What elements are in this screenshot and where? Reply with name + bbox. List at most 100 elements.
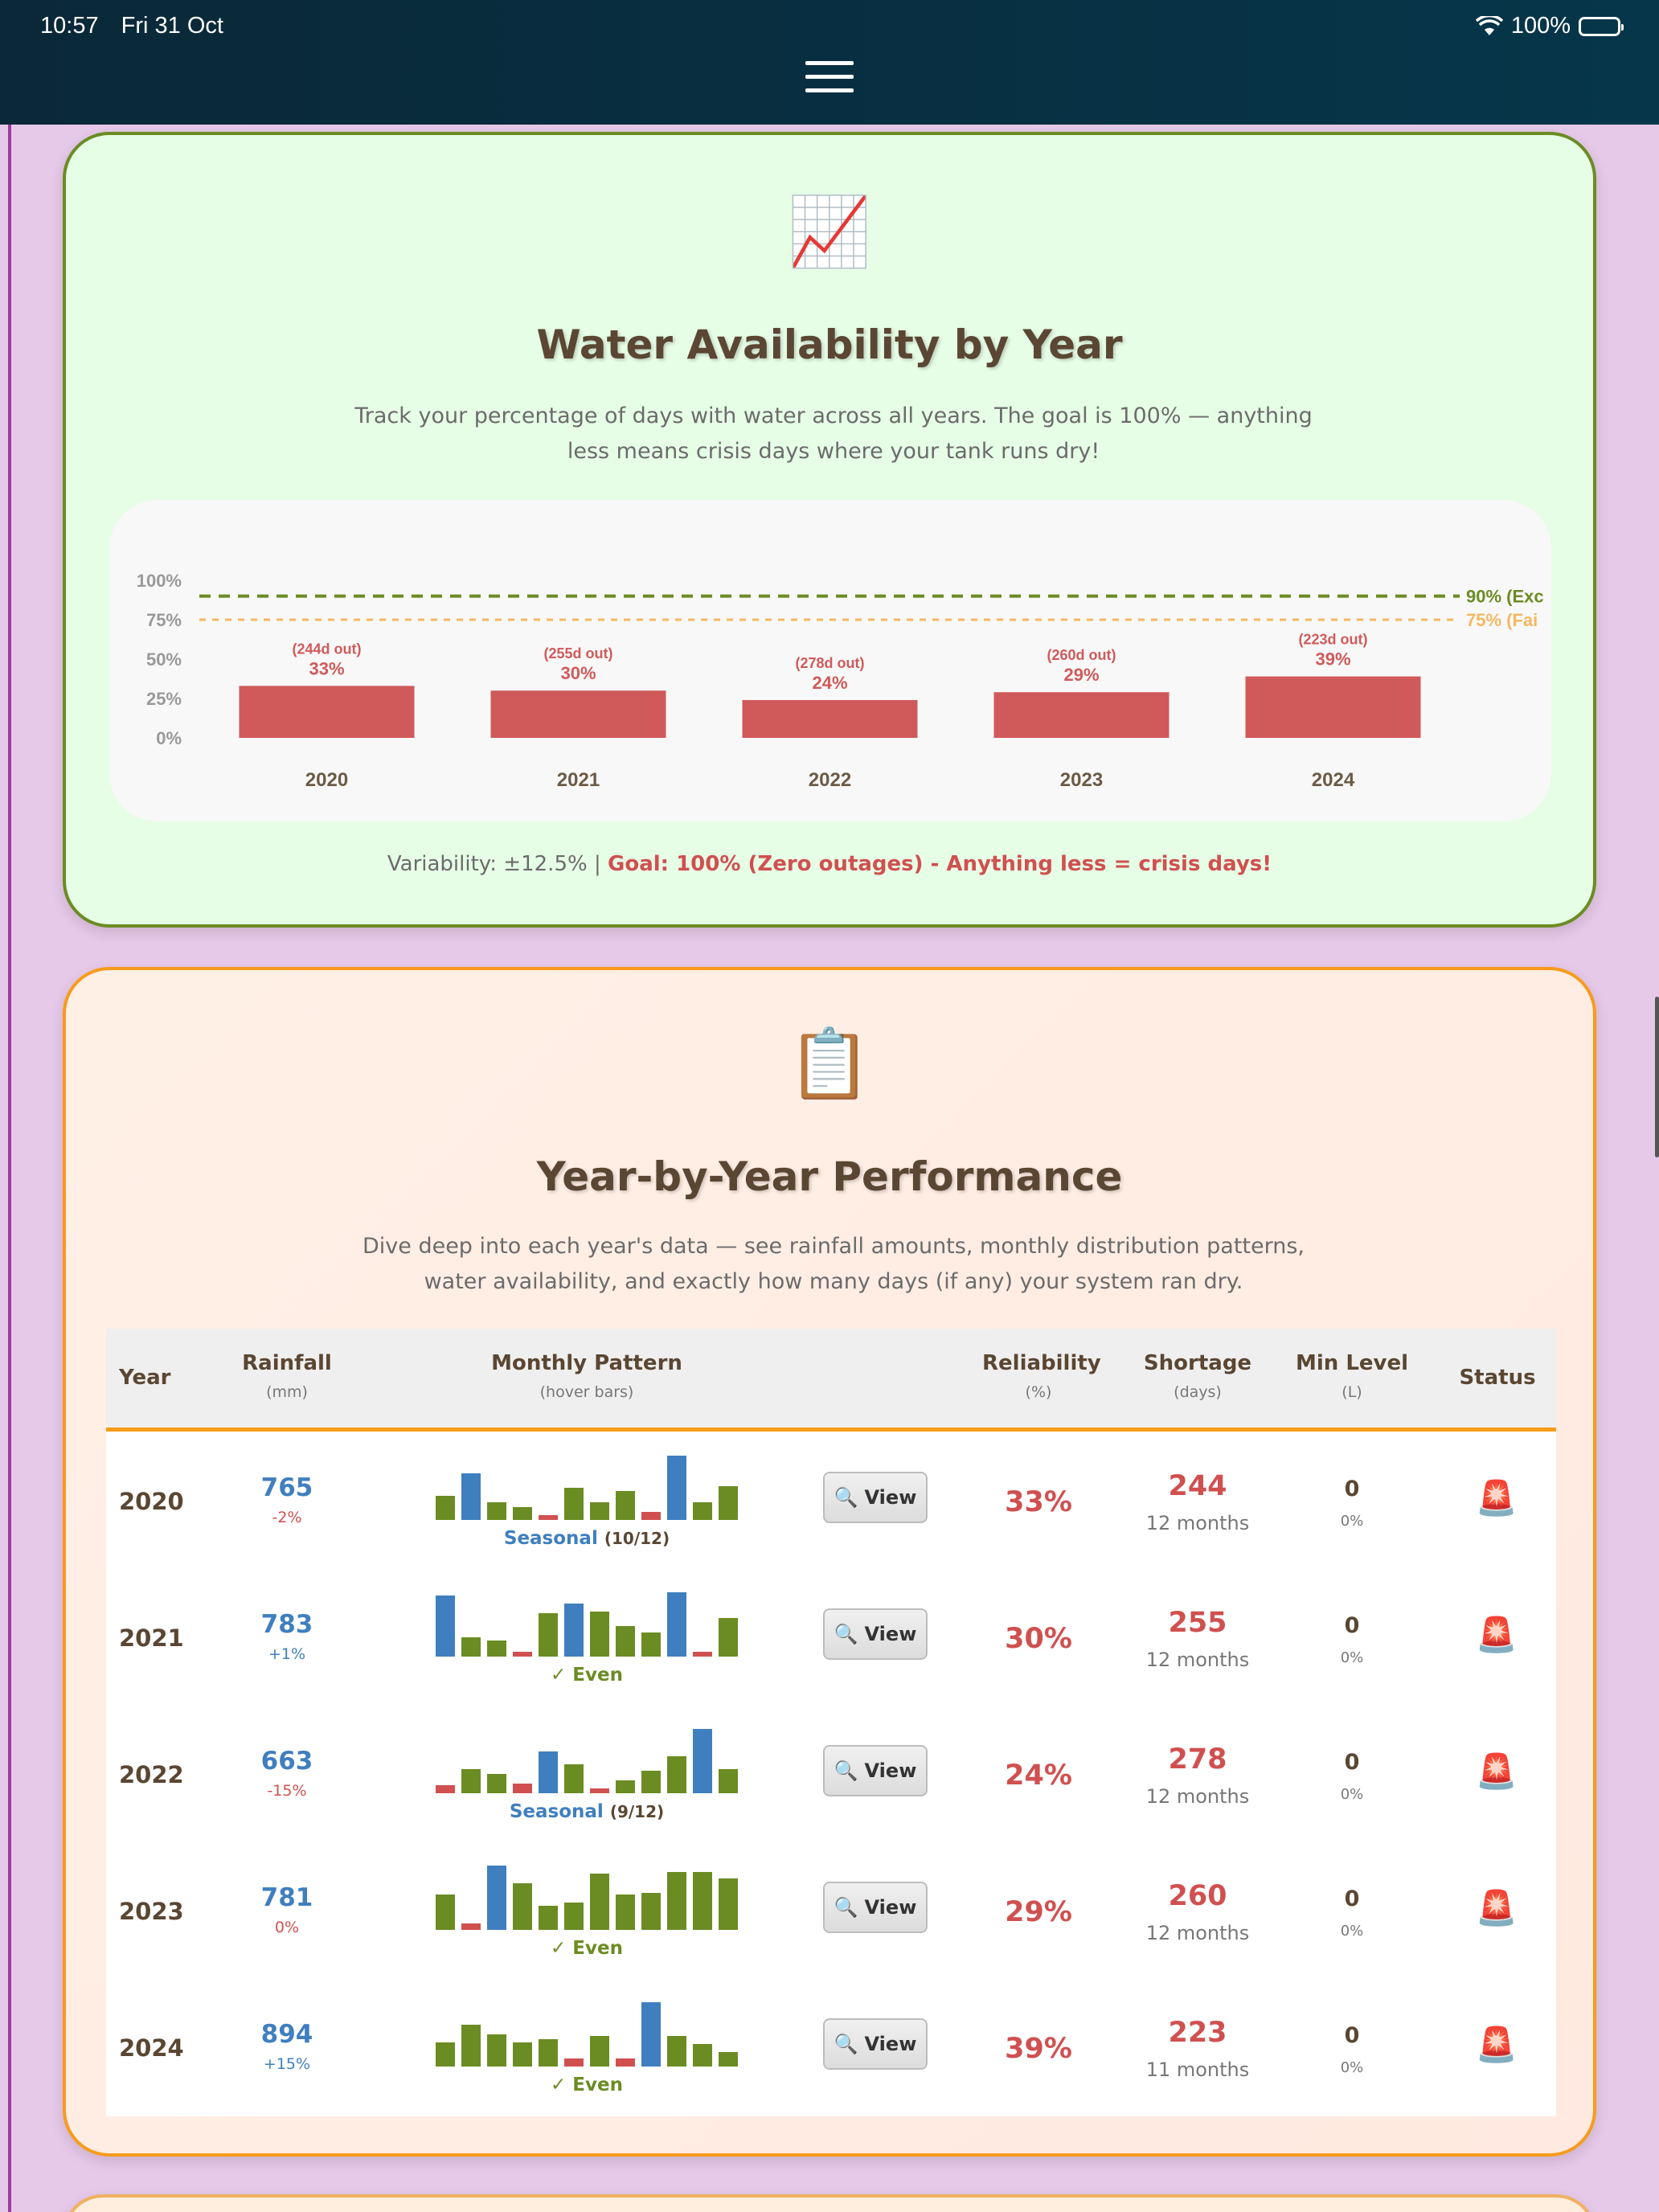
- status-date: Fri 31 Oct: [121, 13, 223, 39]
- month-bar[interactable]: [564, 2058, 584, 2067]
- magnifier-icon: 🔍: [834, 1759, 858, 1782]
- bar: [993, 692, 1169, 738]
- month-bar[interactable]: [436, 1496, 455, 1520]
- month-bar[interactable]: [461, 1923, 481, 1930]
- min-level-percent: 0%: [1340, 2059, 1364, 2076]
- min-level-percent: 0%: [1340, 1513, 1364, 1530]
- view-button[interactable]: 🔍 View: [823, 1472, 928, 1523]
- month-bar[interactable]: [719, 2052, 738, 2067]
- month-bar[interactable]: [616, 1780, 635, 1793]
- alarm-icon: 🚨: [1475, 2025, 1518, 2064]
- row-min-level: 0 0%: [1312, 1750, 1392, 1803]
- month-bar[interactable]: [641, 1771, 661, 1793]
- month-bar[interactable]: [693, 1729, 712, 1793]
- month-bar[interactable]: [693, 1502, 712, 1520]
- shortage-months: 11 months: [1145, 2058, 1250, 2081]
- month-bar[interactable]: [719, 1769, 738, 1793]
- month-bar[interactable]: [564, 1764, 584, 1793]
- month-bar[interactable]: [693, 2044, 712, 2067]
- month-bar[interactable]: [513, 1883, 532, 1930]
- rainfall-change: +1%: [268, 1645, 306, 1663]
- row-rainfall: 765 -2%: [243, 1473, 331, 1526]
- month-bar[interactable]: [461, 2025, 481, 2067]
- hamburger-menu-icon[interactable]: [805, 61, 854, 95]
- magnifier-icon: 🔍: [834, 1896, 858, 1919]
- view-button[interactable]: 🔍 View: [823, 1745, 928, 1796]
- month-bar[interactable]: [539, 2039, 558, 2067]
- month-bar[interactable]: [719, 1878, 738, 1930]
- month-bar[interactable]: [667, 1756, 686, 1793]
- month-bar[interactable]: [667, 1456, 686, 1520]
- scrollbar-thumb[interactable]: [1655, 997, 1659, 1157]
- month-bar[interactable]: [539, 1515, 558, 1520]
- view-button[interactable]: 🔍 View: [823, 1882, 928, 1933]
- month-bar[interactable]: [693, 1652, 712, 1657]
- month-bar[interactable]: [616, 2058, 635, 2067]
- month-bar[interactable]: [616, 1491, 635, 1520]
- month-bar[interactable]: [590, 1874, 609, 1930]
- month-bar[interactable]: [513, 1507, 532, 1520]
- table-row: 2021 783 +1% ✓ Even 🔍 View 30% 255 12 month…: [106, 1575, 1556, 1711]
- month-bar[interactable]: [513, 1784, 532, 1793]
- month-bar[interactable]: [667, 1872, 686, 1930]
- month-bar[interactable]: [641, 2002, 661, 2067]
- magnifier-icon: 🔍: [834, 1486, 858, 1509]
- month-bar[interactable]: [487, 1866, 506, 1930]
- month-bar[interactable]: [487, 2034, 506, 2067]
- month-bar[interactable]: [564, 1903, 584, 1930]
- month-bar[interactable]: [641, 1893, 661, 1930]
- month-bar[interactable]: [641, 1512, 661, 1520]
- performance-title: Year-by-Year Performance: [536, 1153, 1123, 1200]
- month-bar[interactable]: [487, 1774, 506, 1793]
- header-reliability: Reliability (%): [982, 1351, 1101, 1401]
- month-bar[interactable]: [667, 2036, 686, 2067]
- month-bar[interactable]: [513, 1652, 532, 1657]
- pattern-label: ✓ Even: [551, 1938, 623, 1959]
- view-label: View: [864, 1486, 917, 1509]
- month-bar[interactable]: [719, 1618, 738, 1657]
- bar-value-label: 39%: [1315, 649, 1350, 670]
- month-bar[interactable]: [719, 1486, 738, 1520]
- water-availability-card: 📈 Water Availability by Year Track your …: [63, 132, 1596, 928]
- month-bar[interactable]: [564, 1604, 584, 1657]
- month-bar[interactable]: [513, 2042, 532, 2067]
- month-bar[interactable]: [436, 1895, 455, 1930]
- month-bar[interactable]: [436, 2042, 455, 2067]
- month-bar[interactable]: [616, 1895, 635, 1930]
- chart-footer: Variability: ±12.5% | Goal: 100% (Zero o…: [66, 852, 1593, 876]
- chart-increasing-icon: 📈: [787, 192, 872, 271]
- view-button[interactable]: 🔍 View: [823, 2018, 928, 2070]
- month-bar[interactable]: [487, 1641, 506, 1657]
- month-bar[interactable]: [667, 1592, 686, 1657]
- month-bar[interactable]: [539, 1613, 558, 1657]
- month-bar[interactable]: [436, 1785, 455, 1793]
- month-bar[interactable]: [590, 1788, 609, 1793]
- monthly-bars: [434, 1864, 739, 1930]
- wifi-icon: [1475, 14, 1504, 37]
- month-bar[interactable]: [641, 1632, 661, 1657]
- page-left-border: [8, 121, 11, 2212]
- month-bar[interactable]: [539, 1751, 558, 1793]
- row-rainfall: 663 -15%: [243, 1747, 331, 1800]
- bar-value-label: 24%: [812, 673, 847, 693]
- x-tick-label: 2022: [809, 769, 851, 791]
- row-rainfall: 894 +15%: [243, 2020, 331, 2073]
- month-bar[interactable]: [461, 1769, 481, 1793]
- status-time: 10:57: [40, 13, 99, 39]
- month-bar[interactable]: [616, 1626, 635, 1657]
- status-bar-left: 10:57 Fri 31 Oct: [40, 13, 240, 39]
- month-bar[interactable]: [590, 1612, 609, 1657]
- month-bar[interactable]: [436, 1596, 455, 1657]
- view-button[interactable]: 🔍 View: [823, 1608, 928, 1660]
- month-bar[interactable]: [564, 1488, 584, 1520]
- month-bar[interactable]: [590, 2036, 609, 2067]
- month-bar[interactable]: [590, 1502, 609, 1520]
- month-bar[interactable]: [461, 1473, 481, 1520]
- month-bar[interactable]: [539, 1906, 558, 1930]
- month-bar[interactable]: [461, 1637, 481, 1657]
- pattern-label: ✓ Even: [551, 1665, 623, 1686]
- header-min-level: Min Level (L): [1295, 1351, 1409, 1401]
- month-bar[interactable]: [693, 1872, 712, 1930]
- month-bar[interactable]: [487, 1502, 506, 1520]
- row-rainfall: 783 +1%: [243, 1610, 331, 1663]
